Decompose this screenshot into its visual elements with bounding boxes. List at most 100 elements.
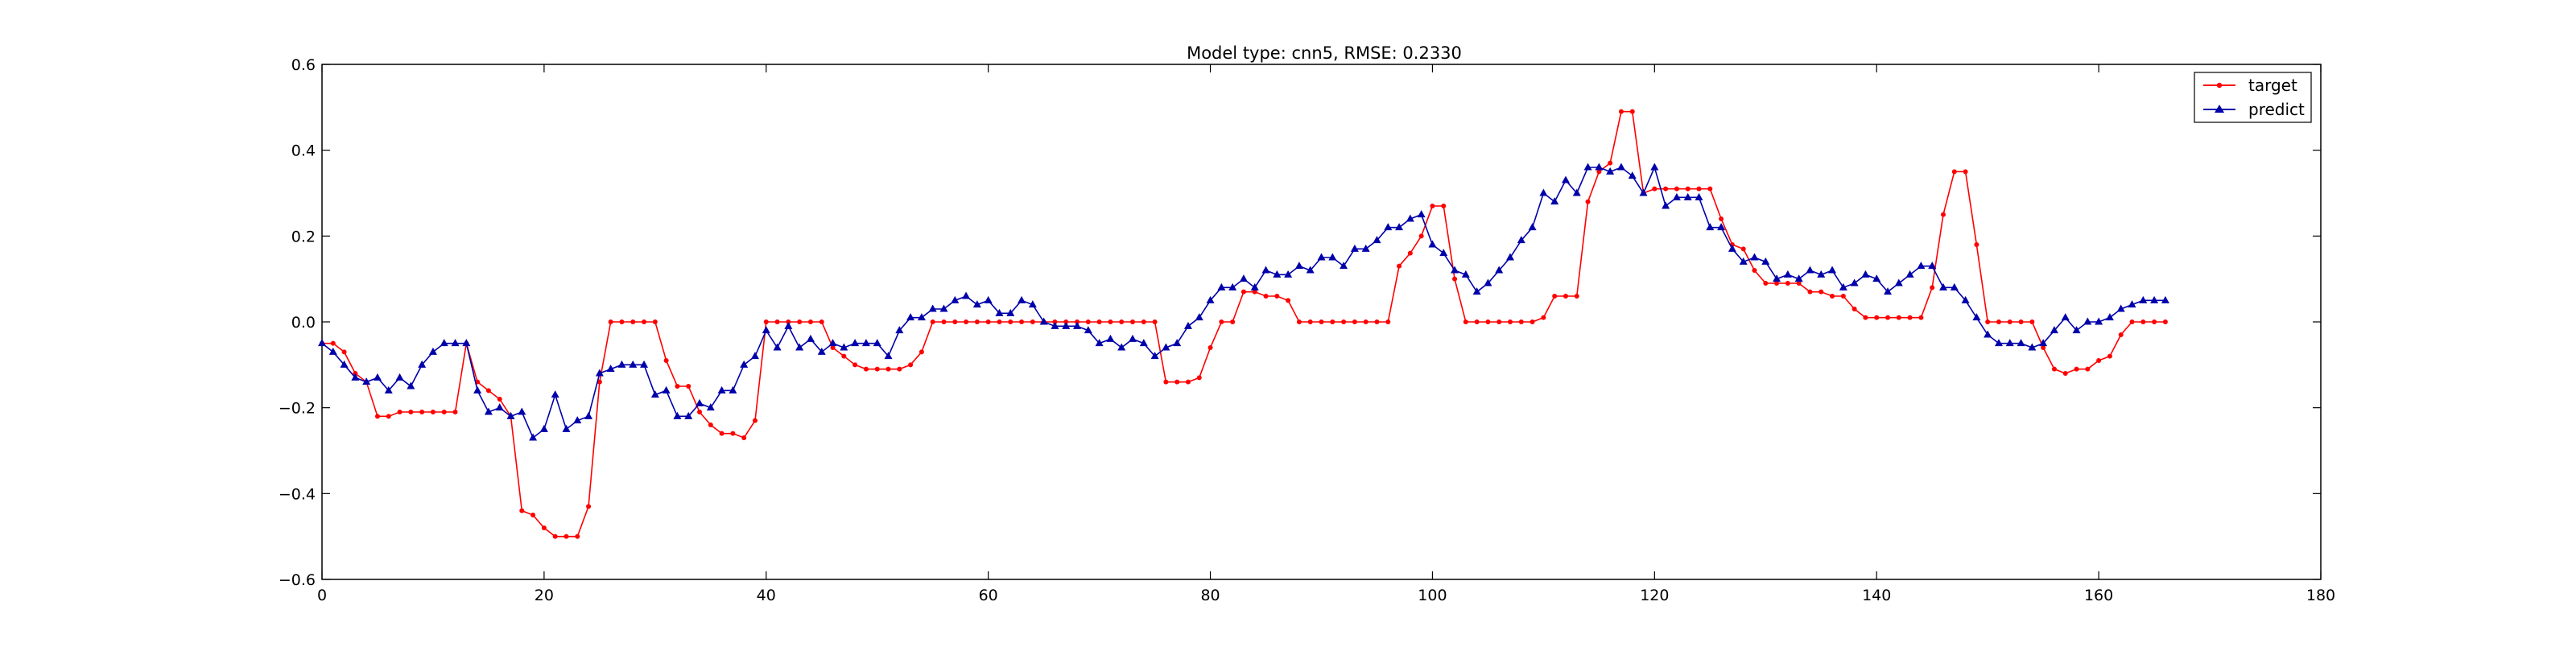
target-point — [1030, 319, 1035, 324]
target-point — [1485, 319, 1491, 324]
target-point — [1907, 315, 1913, 320]
predict-point — [1828, 266, 1837, 274]
target-point — [1452, 276, 1458, 282]
target-point — [1863, 315, 1868, 320]
predict-point — [1628, 171, 1637, 179]
target-point — [1930, 285, 1935, 291]
target-point — [1407, 250, 1413, 256]
target-point — [2018, 319, 2024, 324]
legend-target-label: target — [2248, 76, 2297, 95]
target-point — [1608, 160, 1613, 166]
predict-point — [1239, 274, 1248, 282]
y-tick-label: −0.6 — [279, 571, 316, 589]
predict-point — [1062, 321, 1071, 329]
target-point — [997, 319, 1002, 324]
predict-point — [1128, 334, 1137, 342]
predict-point — [917, 313, 926, 321]
predict-point — [1340, 262, 1348, 270]
target-point — [386, 414, 391, 419]
predict-point — [995, 308, 1004, 316]
target-point — [1230, 319, 1236, 324]
target-point — [1685, 186, 1690, 192]
target-point — [1363, 319, 1368, 324]
predict-point — [1894, 278, 1903, 286]
predict-point — [1073, 321, 1082, 329]
predict-point — [1706, 223, 1715, 231]
target-point — [1085, 319, 1091, 324]
target-point — [663, 358, 669, 363]
target-point — [1174, 379, 1180, 385]
predict-point — [2116, 304, 2125, 312]
target-point — [1752, 268, 1757, 273]
x-axis: 0 20 40 60 80 100 120 140 160 180 — [317, 64, 2335, 604]
predict-point — [451, 339, 460, 347]
target-point — [1918, 315, 1924, 320]
target-point — [619, 319, 625, 324]
predict-point — [1306, 266, 1315, 274]
target-point — [1496, 319, 1502, 324]
target-point — [1474, 319, 1480, 324]
target-point — [852, 362, 858, 368]
predict-point — [1395, 223, 1404, 231]
predict-point — [2105, 313, 2114, 321]
predict-point — [1783, 270, 1792, 278]
predict-point — [1051, 321, 1059, 329]
predict-point — [1683, 192, 1692, 200]
predict-point — [606, 365, 615, 373]
target-point — [497, 397, 502, 402]
target-point — [2152, 319, 2157, 324]
target-point — [2162, 319, 2168, 324]
predict-point — [1350, 244, 1359, 252]
target-point — [408, 410, 414, 414]
target-point — [1508, 319, 1513, 324]
predict-point — [473, 385, 482, 394]
target-point — [586, 504, 592, 509]
target-point — [1286, 298, 1291, 303]
predict-point — [1750, 253, 1759, 261]
predict-point — [662, 385, 671, 394]
predict-point — [817, 347, 826, 355]
target-point — [1951, 169, 1957, 175]
legend-box — [2194, 72, 2312, 123]
target-point — [1696, 186, 1702, 192]
predict-point — [1373, 236, 1381, 244]
predict-point — [1261, 266, 1270, 274]
target-point — [1185, 379, 1191, 385]
predict-point — [1928, 262, 1937, 270]
target-point — [1374, 319, 1380, 324]
target-point — [686, 384, 691, 389]
target-point — [2029, 319, 2035, 324]
target-point — [1796, 281, 1802, 286]
target-point — [2129, 319, 2135, 324]
target-point — [1818, 289, 1824, 295]
predict-point — [2028, 343, 2037, 351]
predict-point — [1162, 343, 1170, 351]
x-tick-label: 120 — [1640, 587, 1669, 604]
target-point — [1008, 319, 1013, 324]
target-point — [863, 366, 869, 372]
y-tick-label: 0.6 — [291, 56, 316, 74]
target-point — [919, 349, 924, 355]
target-point — [419, 410, 425, 414]
predict-point — [584, 411, 593, 419]
target-point — [1441, 204, 1447, 208]
predict-point — [1084, 326, 1092, 334]
target-point — [2107, 353, 2112, 359]
target-point — [1518, 319, 1524, 324]
target-point — [797, 319, 803, 324]
predict-point — [506, 411, 515, 419]
target-point — [708, 422, 713, 427]
predict-point — [1938, 282, 1947, 291]
predict-point — [1639, 188, 1648, 196]
target-point — [1807, 289, 1813, 295]
target-point — [841, 353, 847, 359]
target-point — [675, 384, 680, 389]
predict-point — [1884, 287, 1893, 295]
predict-point — [1472, 287, 1481, 295]
target-point — [1241, 289, 1246, 295]
y-tick-label: −0.4 — [279, 485, 316, 503]
target-point — [1885, 315, 1891, 320]
predict-point — [2083, 317, 2092, 325]
target-point — [1663, 186, 1669, 192]
predict-point — [617, 360, 626, 368]
